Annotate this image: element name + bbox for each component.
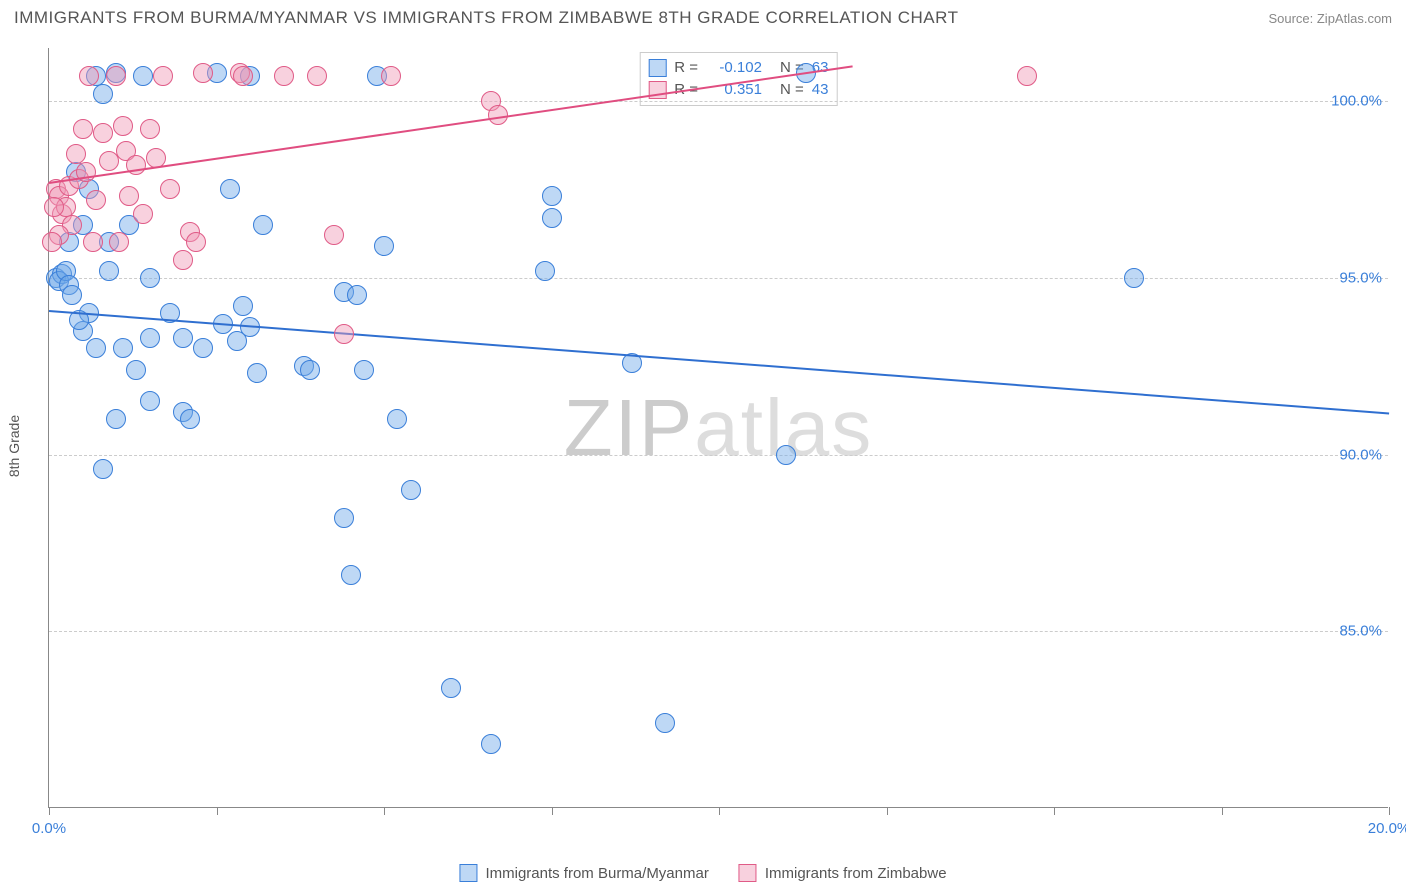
scatter-point bbox=[86, 338, 106, 358]
source-label: Source: ZipAtlas.com bbox=[1268, 11, 1392, 26]
chart-title: IMMIGRANTS FROM BURMA/MYANMAR VS IMMIGRA… bbox=[14, 8, 958, 28]
x-tick bbox=[552, 807, 553, 815]
scatter-point bbox=[73, 119, 93, 139]
gridline bbox=[49, 101, 1388, 102]
scatter-point bbox=[99, 261, 119, 281]
scatter-point bbox=[86, 190, 106, 210]
scatter-point bbox=[307, 66, 327, 86]
scatter-point bbox=[324, 225, 344, 245]
scatter-point bbox=[44, 197, 64, 217]
scatter-point bbox=[93, 459, 113, 479]
scatter-point bbox=[83, 232, 103, 252]
x-tick-label: 0.0% bbox=[32, 820, 66, 837]
scatter-point bbox=[173, 250, 193, 270]
x-tick bbox=[49, 807, 50, 815]
scatter-point bbox=[140, 119, 160, 139]
gridline bbox=[49, 455, 1388, 456]
x-tick bbox=[1389, 807, 1390, 815]
x-tick bbox=[384, 807, 385, 815]
scatter-point bbox=[119, 186, 139, 206]
gridline bbox=[49, 631, 1388, 632]
trend-line bbox=[49, 310, 1389, 415]
scatter-point bbox=[233, 296, 253, 316]
scatter-point bbox=[481, 734, 501, 754]
plot-area: ZIPatlas R =-0.102N =63R =0.351N =43 85.… bbox=[48, 48, 1388, 808]
scatter-point bbox=[535, 261, 555, 281]
scatter-point bbox=[655, 713, 675, 733]
scatter-point bbox=[42, 232, 62, 252]
x-tick-label: 20.0% bbox=[1368, 820, 1406, 837]
y-tick-label: 90.0% bbox=[1339, 446, 1382, 463]
scatter-point bbox=[140, 268, 160, 288]
scatter-point bbox=[133, 204, 153, 224]
legend-n-value: 43 bbox=[812, 79, 829, 101]
scatter-point bbox=[1124, 268, 1144, 288]
legend-swatch bbox=[648, 59, 666, 77]
scatter-point bbox=[93, 123, 113, 143]
x-tick bbox=[1222, 807, 1223, 815]
scatter-point bbox=[113, 116, 133, 136]
legend-r-label: R = bbox=[674, 57, 698, 79]
y-tick-label: 85.0% bbox=[1339, 623, 1382, 640]
scatter-point bbox=[334, 508, 354, 528]
series-name: Immigrants from Zimbabwe bbox=[765, 865, 947, 882]
scatter-point bbox=[220, 179, 240, 199]
scatter-point bbox=[300, 360, 320, 380]
scatter-point bbox=[99, 151, 119, 171]
y-axis-label: 8th Grade bbox=[6, 415, 22, 477]
scatter-point bbox=[180, 409, 200, 429]
scatter-point bbox=[153, 66, 173, 86]
scatter-point bbox=[62, 285, 82, 305]
scatter-point bbox=[140, 391, 160, 411]
scatter-point bbox=[542, 186, 562, 206]
legend-r-value: -0.102 bbox=[706, 57, 762, 79]
scatter-point bbox=[133, 66, 153, 86]
gridline bbox=[49, 278, 1388, 279]
scatter-point bbox=[274, 66, 294, 86]
series-legend-item: Immigrants from Zimbabwe bbox=[739, 864, 947, 882]
scatter-point bbox=[109, 232, 129, 252]
scatter-point bbox=[253, 215, 273, 235]
y-tick-label: 95.0% bbox=[1339, 269, 1382, 286]
scatter-point bbox=[1017, 66, 1037, 86]
scatter-point bbox=[233, 66, 253, 86]
scatter-point bbox=[79, 66, 99, 86]
scatter-point bbox=[186, 232, 206, 252]
series-name: Immigrants from Burma/Myanmar bbox=[485, 865, 708, 882]
scatter-point bbox=[126, 360, 146, 380]
scatter-point bbox=[193, 338, 213, 358]
scatter-point bbox=[354, 360, 374, 380]
scatter-point bbox=[776, 445, 796, 465]
scatter-point bbox=[160, 179, 180, 199]
scatter-point bbox=[542, 208, 562, 228]
x-tick bbox=[719, 807, 720, 815]
scatter-point bbox=[374, 236, 394, 256]
scatter-point bbox=[106, 66, 126, 86]
scatter-point bbox=[93, 84, 113, 104]
legend-swatch bbox=[459, 864, 477, 882]
series-legend: Immigrants from Burma/Myanmar Immigrants … bbox=[459, 864, 946, 882]
series-legend-item: Immigrants from Burma/Myanmar bbox=[459, 864, 708, 882]
legend-n-label: N = bbox=[780, 79, 804, 101]
x-tick bbox=[887, 807, 888, 815]
watermark: ZIPatlas bbox=[564, 382, 873, 474]
scatter-point bbox=[347, 285, 367, 305]
scatter-point bbox=[173, 328, 193, 348]
scatter-point bbox=[401, 480, 421, 500]
y-tick-label: 100.0% bbox=[1331, 93, 1382, 110]
scatter-point bbox=[334, 324, 354, 344]
scatter-point bbox=[341, 565, 361, 585]
x-tick bbox=[1054, 807, 1055, 815]
scatter-point bbox=[381, 66, 401, 86]
scatter-point bbox=[387, 409, 407, 429]
x-tick bbox=[217, 807, 218, 815]
legend-swatch bbox=[739, 864, 757, 882]
scatter-point bbox=[106, 409, 126, 429]
scatter-point bbox=[247, 363, 267, 383]
scatter-point bbox=[441, 678, 461, 698]
scatter-point bbox=[193, 63, 213, 83]
scatter-point bbox=[140, 328, 160, 348]
scatter-point bbox=[113, 338, 133, 358]
